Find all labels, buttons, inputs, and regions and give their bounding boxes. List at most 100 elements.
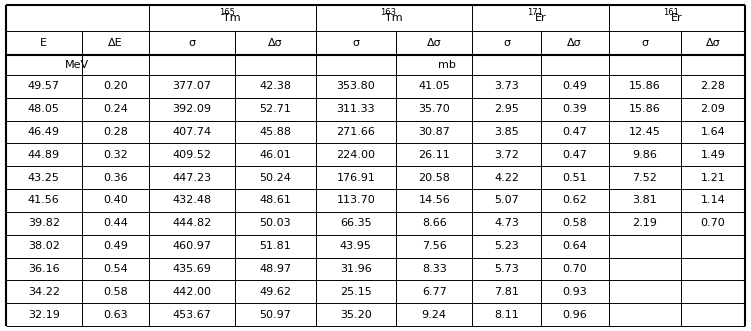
Text: 5.07: 5.07 <box>494 196 519 206</box>
Text: 447.23: 447.23 <box>173 173 212 183</box>
Text: 0.49: 0.49 <box>103 241 128 251</box>
Text: 5.23: 5.23 <box>494 241 519 251</box>
Text: Δσ: Δσ <box>706 38 720 48</box>
Text: 0.32: 0.32 <box>103 150 128 160</box>
Text: 0.28: 0.28 <box>103 127 128 137</box>
Text: 0.47: 0.47 <box>562 150 587 160</box>
Text: 460.97: 460.97 <box>173 241 212 251</box>
Text: 0.62: 0.62 <box>562 196 587 206</box>
Text: 1.21: 1.21 <box>701 173 725 183</box>
Text: 311.33: 311.33 <box>336 104 375 114</box>
Text: 176.91: 176.91 <box>336 173 376 183</box>
Text: 34.22: 34.22 <box>28 287 60 297</box>
Text: 0.64: 0.64 <box>562 241 587 251</box>
Text: 3.81: 3.81 <box>632 196 657 206</box>
Text: 26.11: 26.11 <box>418 150 450 160</box>
Text: 0.44: 0.44 <box>103 218 128 228</box>
Text: 66.35: 66.35 <box>340 218 372 228</box>
Text: 0.40: 0.40 <box>103 196 128 206</box>
Text: 171: 171 <box>527 8 543 17</box>
Text: 0.49: 0.49 <box>562 81 587 91</box>
Text: 163: 163 <box>381 8 397 17</box>
Text: 432.48: 432.48 <box>173 196 212 206</box>
Text: 48.97: 48.97 <box>259 264 291 274</box>
Text: σ: σ <box>641 38 648 48</box>
Text: 9.86: 9.86 <box>632 150 657 160</box>
Text: 161: 161 <box>663 8 680 17</box>
Text: Δσ: Δσ <box>567 38 582 48</box>
Text: 2.19: 2.19 <box>632 218 657 228</box>
Text: 41.05: 41.05 <box>418 81 450 91</box>
Text: 409.52: 409.52 <box>173 150 212 160</box>
Text: 353.80: 353.80 <box>336 81 376 91</box>
Text: 8.33: 8.33 <box>422 264 447 274</box>
Text: 50.03: 50.03 <box>260 218 291 228</box>
Text: 0.70: 0.70 <box>562 264 587 274</box>
Text: σ: σ <box>503 38 510 48</box>
Text: 46.01: 46.01 <box>259 150 291 160</box>
Text: 0.39: 0.39 <box>562 104 587 114</box>
Text: 0.20: 0.20 <box>103 81 128 91</box>
Text: mb: mb <box>438 60 456 70</box>
Text: 49.57: 49.57 <box>28 81 60 91</box>
Text: 41.56: 41.56 <box>28 196 59 206</box>
Text: 2.28: 2.28 <box>701 81 725 91</box>
Text: 42.38: 42.38 <box>259 81 291 91</box>
Text: 20.58: 20.58 <box>418 173 450 183</box>
Text: 224.00: 224.00 <box>336 150 376 160</box>
Text: 25.15: 25.15 <box>340 287 372 297</box>
Text: 1.49: 1.49 <box>701 150 725 160</box>
Text: 0.96: 0.96 <box>562 309 587 320</box>
Text: 0.51: 0.51 <box>562 173 587 183</box>
Text: 39.82: 39.82 <box>28 218 60 228</box>
Text: Er: Er <box>535 13 547 23</box>
Text: 48.61: 48.61 <box>259 196 291 206</box>
Text: 35.20: 35.20 <box>340 309 372 320</box>
Text: Er: Er <box>671 13 683 23</box>
Text: σ: σ <box>189 38 195 48</box>
Text: 392.09: 392.09 <box>173 104 212 114</box>
Text: ΔE: ΔE <box>108 38 122 48</box>
Text: 0.24: 0.24 <box>103 104 128 114</box>
Text: 31.96: 31.96 <box>340 264 372 274</box>
Text: 32.19: 32.19 <box>28 309 60 320</box>
Text: 35.70: 35.70 <box>418 104 450 114</box>
Text: 444.82: 444.82 <box>173 218 212 228</box>
Text: 3.72: 3.72 <box>494 150 519 160</box>
Text: E: E <box>41 38 47 48</box>
Text: 0.63: 0.63 <box>103 309 128 320</box>
Text: 3.73: 3.73 <box>494 81 519 91</box>
Text: 4.73: 4.73 <box>494 218 519 228</box>
Text: 14.56: 14.56 <box>418 196 450 206</box>
Text: 0.70: 0.70 <box>701 218 725 228</box>
Text: 442.00: 442.00 <box>173 287 212 297</box>
Text: 165: 165 <box>219 8 234 17</box>
Text: 435.69: 435.69 <box>173 264 212 274</box>
Text: Δσ: Δσ <box>268 38 282 48</box>
Text: 9.24: 9.24 <box>422 309 447 320</box>
Text: 52.71: 52.71 <box>259 104 291 114</box>
Text: 5.73: 5.73 <box>494 264 519 274</box>
Text: 43.95: 43.95 <box>340 241 372 251</box>
Text: MeV: MeV <box>65 60 89 70</box>
Text: 15.86: 15.86 <box>629 104 661 114</box>
Text: 377.07: 377.07 <box>173 81 212 91</box>
Text: σ: σ <box>352 38 359 48</box>
Text: 38.02: 38.02 <box>28 241 60 251</box>
Text: 3.85: 3.85 <box>494 127 519 137</box>
Text: 271.66: 271.66 <box>336 127 376 137</box>
Text: 1.64: 1.64 <box>701 127 725 137</box>
Text: 8.66: 8.66 <box>422 218 447 228</box>
Text: 0.93: 0.93 <box>562 287 587 297</box>
Text: 15.86: 15.86 <box>629 81 661 91</box>
Text: Tm: Tm <box>223 13 241 23</box>
Text: 12.45: 12.45 <box>629 127 661 137</box>
Text: 36.16: 36.16 <box>28 264 59 274</box>
Text: 4.22: 4.22 <box>494 173 519 183</box>
Text: 0.47: 0.47 <box>562 127 587 137</box>
Text: 43.25: 43.25 <box>28 173 60 183</box>
Text: 113.70: 113.70 <box>336 196 376 206</box>
Text: 48.05: 48.05 <box>28 104 60 114</box>
Text: 1.14: 1.14 <box>701 196 725 206</box>
Text: 0.36: 0.36 <box>103 173 128 183</box>
